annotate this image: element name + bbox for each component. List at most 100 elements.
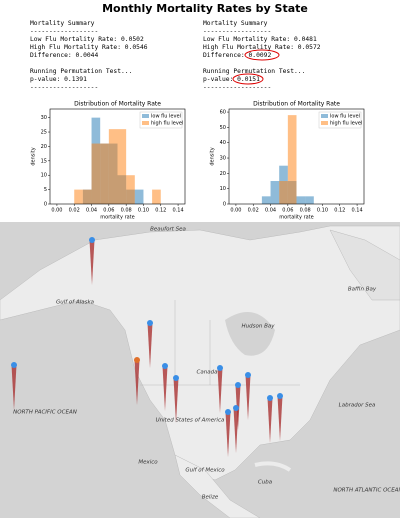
map-pin — [233, 405, 239, 411]
summary-line: Difference: 0.0044 — [30, 52, 98, 59]
highlight-circle — [232, 73, 264, 85]
y-tick-label: 0 — [223, 202, 226, 208]
legend-swatch — [142, 121, 149, 125]
histogram-bar — [91, 143, 101, 204]
histogram-bar — [287, 115, 297, 204]
map-label: Hudson Bay — [242, 324, 276, 330]
summary-line: ------------------ — [203, 28, 271, 35]
map-bay — [225, 312, 275, 356]
map-label: Belize — [202, 495, 219, 501]
map-pin-stem — [267, 398, 273, 443]
map-land — [0, 225, 400, 481]
y-tick-label: 30 — [220, 156, 226, 162]
histogram-bar — [279, 181, 288, 204]
y-tick-label: 30 — [41, 115, 47, 121]
map-pin-stem — [11, 365, 17, 410]
histogram-bar — [261, 196, 271, 204]
summary-line: p-value: 0.1391 — [30, 76, 87, 83]
x-tick-label: 0.02 — [248, 208, 259, 214]
x-tick-label: 0.04 — [265, 208, 276, 214]
map-pin-stem — [277, 396, 283, 441]
summary-line: Difference: 0.0092 — [203, 52, 271, 59]
summary-line: Low Flu Mortality Rate: 0.0481 — [203, 36, 317, 43]
y-tick-label: 60 — [220, 110, 226, 116]
map-pin — [11, 362, 17, 368]
x-tick-label: 0.08 — [300, 208, 311, 214]
summary-line: Mortality Summary — [30, 20, 95, 27]
map-pin — [277, 393, 283, 399]
map: Beaufort Sea Baffin Bay Gulf of Alaska Huds… — [0, 222, 400, 518]
x-axis-label: mortality rate — [279, 215, 313, 221]
map-pin — [162, 363, 168, 369]
histogram-bar — [82, 189, 92, 204]
map-land — [329, 229, 400, 301]
map-pin — [89, 237, 95, 243]
map-label: Gulf of Mexico — [185, 468, 225, 474]
histogram-bar — [152, 189, 161, 204]
map-pin — [217, 365, 223, 371]
x-tick-label: 0.00 — [230, 208, 241, 214]
x-tick-label: 0.10 — [317, 208, 328, 214]
map-pin-stem — [217, 368, 223, 413]
legend-label: high flu level — [151, 121, 183, 127]
map-pin-stem — [162, 366, 168, 411]
histogram-bar — [126, 175, 135, 204]
histogram-bar — [305, 196, 314, 204]
map-pin — [147, 320, 153, 326]
y-tick-label: 15 — [41, 158, 47, 164]
summary-line: Running Permutation Test... — [30, 68, 132, 75]
x-tick-label: 0.12 — [334, 208, 345, 214]
x-tick-label: 0.02 — [69, 208, 80, 214]
y-axis-label: density — [31, 147, 37, 165]
map-pin-stem — [225, 412, 231, 457]
histogram-bar — [270, 181, 280, 204]
legend-label: low flu level — [151, 114, 181, 120]
legend-swatch — [321, 114, 328, 118]
y-tick-label: 20 — [220, 171, 226, 177]
y-tick-label: 10 — [220, 186, 226, 192]
x-tick-label: 0.04 — [86, 208, 97, 214]
y-tick-label: 5 — [44, 187, 47, 193]
summary-line: Running Permutation Test... — [203, 68, 305, 75]
summary-line: ------------------ — [30, 84, 98, 91]
page-title: Monthly Mortality Rates by State — [102, 2, 308, 15]
map-label: NORTH PACIFIC OCEAN — [13, 410, 77, 416]
map-label: NORTH ATLANTIC OCEAN — [333, 488, 400, 494]
x-tick-label: 0.14 — [352, 208, 363, 214]
summary-line: Mortality Summary — [203, 20, 268, 27]
legend-box — [139, 111, 183, 129]
histogram-bar — [117, 129, 127, 204]
x-tick-label: 0.00 — [51, 208, 62, 214]
map-pin — [245, 372, 251, 378]
summary-line: ------------------ — [30, 28, 98, 35]
y-tick-label: 0 — [44, 202, 47, 208]
map-label: Labrador Sea — [339, 403, 376, 409]
x-tick-label: 0.14 — [173, 208, 184, 214]
map-pin-stem — [89, 240, 95, 285]
summary-line: High Flu Mortality Rate: 0.0572 — [203, 44, 321, 51]
map-pin — [134, 357, 140, 363]
chart-title: Distribution of Mortality Rate — [74, 101, 161, 108]
y-tick-label: 50 — [220, 125, 226, 131]
map-label: United States of America — [156, 418, 225, 424]
map-land — [174, 454, 261, 518]
map-label: Canada — [197, 370, 219, 376]
histogram-bar — [74, 189, 83, 204]
y-tick-label: 10 — [41, 173, 47, 179]
legend-label: high flu level — [330, 121, 362, 127]
map-island — [254, 461, 292, 472]
map-pin-stem — [147, 323, 153, 368]
summary-line: ------------------ — [203, 84, 271, 91]
legend-label: low flu level — [330, 114, 360, 120]
x-tick-label: 0.10 — [138, 208, 149, 214]
highlight-circle — [244, 49, 280, 61]
x-tick-label: 0.06 — [282, 208, 293, 214]
map-pin-stem — [233, 408, 239, 453]
map-pin-stem — [245, 375, 251, 420]
summary-line: Low Flu Mortality Rate: 0.0502 — [30, 36, 144, 43]
summary-line: p-value: 0.0151 — [203, 76, 260, 83]
histogram-bar — [296, 196, 306, 204]
legend-swatch — [142, 114, 149, 118]
map-label: Cuba — [258, 480, 273, 486]
